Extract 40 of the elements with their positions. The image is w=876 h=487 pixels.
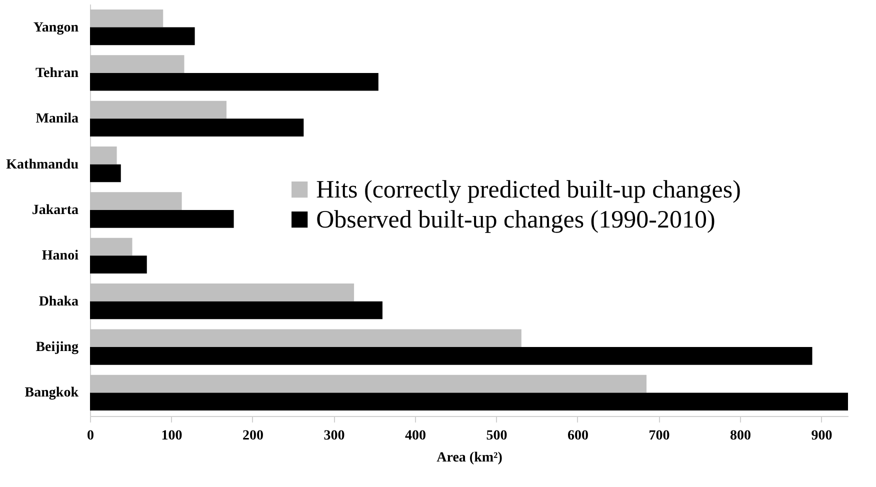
bar bbox=[90, 374, 647, 393]
x-tick-label: 100 bbox=[161, 428, 182, 444]
bar bbox=[90, 256, 147, 274]
bar bbox=[90, 192, 182, 210]
y-tick-label: Dhaka bbox=[38, 294, 78, 310]
bar bbox=[90, 238, 132, 256]
y-tick-label: Hanoi bbox=[42, 248, 79, 264]
bar bbox=[90, 284, 354, 302]
legend-label: Observed built-up changes (1990-2010) bbox=[316, 206, 716, 234]
bar bbox=[90, 72, 378, 91]
x-tick-label: 200 bbox=[242, 428, 264, 444]
x-tick-label: 700 bbox=[648, 428, 670, 444]
x-tick-label: 300 bbox=[324, 428, 345, 444]
y-tick-label: Kathmandu bbox=[6, 157, 79, 172]
x-tick-label: 900 bbox=[811, 428, 832, 444]
y-tick-label: Bangkok bbox=[24, 386, 79, 401]
bar bbox=[90, 392, 848, 411]
y-tick-label: Manila bbox=[36, 112, 78, 127]
bar bbox=[90, 118, 304, 136]
y-tick-label: Yangon bbox=[33, 20, 79, 36]
x-tick-label: 400 bbox=[404, 428, 426, 444]
x-tick-label: 0 bbox=[87, 428, 94, 444]
bar bbox=[90, 55, 184, 73]
legend-label: Hits (correctly predicted built-up changes) bbox=[316, 176, 741, 204]
bar bbox=[90, 9, 164, 28]
bar bbox=[90, 329, 522, 348]
y-tick-label: Tehran bbox=[35, 66, 79, 81]
x-tick-label: 500 bbox=[486, 428, 508, 444]
x-tick-label: 600 bbox=[567, 428, 588, 444]
bar bbox=[90, 347, 812, 365]
bar bbox=[90, 100, 226, 119]
bar bbox=[90, 164, 121, 182]
bar bbox=[90, 146, 117, 164]
x-axis-title: Area (km²) bbox=[436, 450, 503, 466]
y-tick-label: Beijing bbox=[36, 340, 78, 356]
bar bbox=[90, 27, 195, 46]
y-tick-label: Jakarta bbox=[32, 203, 78, 218]
bar bbox=[90, 210, 234, 228]
x-tick-label: 800 bbox=[730, 428, 751, 444]
bar bbox=[90, 301, 382, 320]
